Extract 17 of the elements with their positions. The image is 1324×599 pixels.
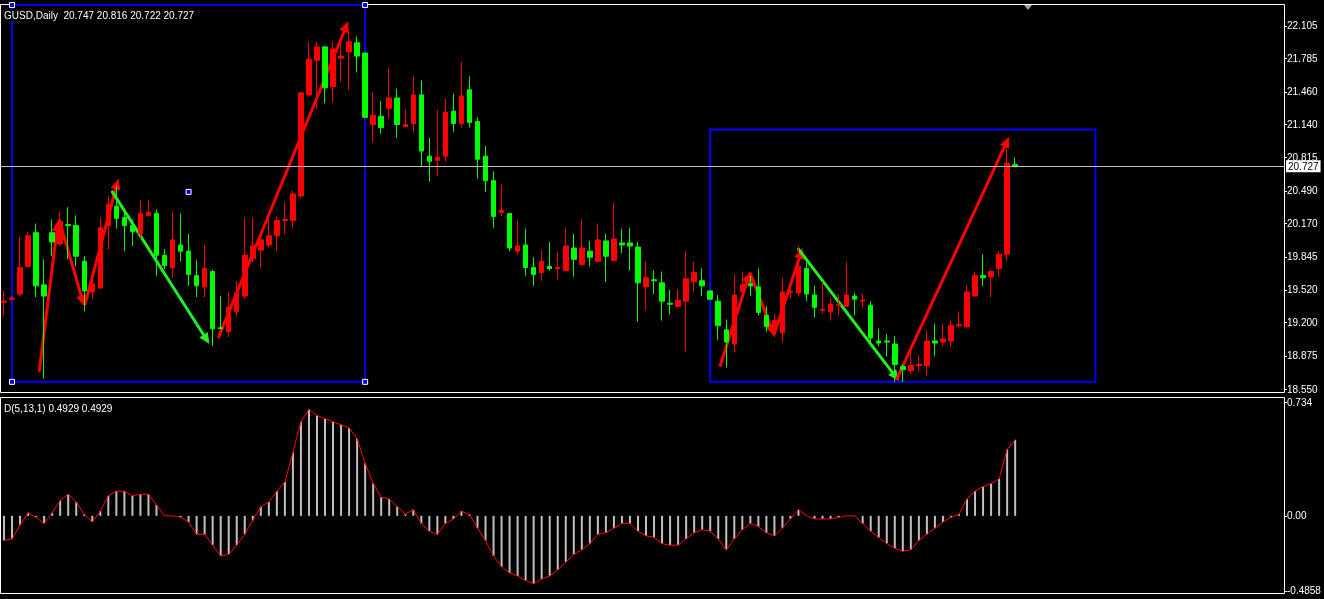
y-tick-label: 19.845	[1287, 251, 1319, 263]
y-tick-label: 20.490	[1287, 185, 1319, 197]
y-tick-label: 20.170	[1287, 218, 1319, 230]
y-tick-label: 19.520	[1287, 284, 1319, 296]
y-tick-label: 19.200	[1287, 317, 1319, 329]
y-tick-label: -0.4858	[1287, 585, 1322, 597]
y-tick-label: 21.460	[1287, 86, 1319, 98]
y-tick-label: 0.734	[1287, 397, 1313, 409]
y-tick-label: 0.00	[1287, 510, 1307, 522]
y-tick-label: 18.550	[1287, 383, 1319, 395]
text: D(5,13,1) 0.4929 0.4929	[4, 402, 113, 414]
text: GUSD,Daily 20.747 20.816 20.722 20.727	[4, 9, 195, 21]
y-tick-label: 18.875	[1287, 350, 1319, 362]
y-tick-label: 22.105	[1287, 20, 1319, 32]
ref-line-label: 20.727	[1288, 160, 1320, 172]
y-tick-label: 21.785	[1287, 53, 1319, 65]
y-tick-label: 21.140	[1287, 119, 1319, 130]
